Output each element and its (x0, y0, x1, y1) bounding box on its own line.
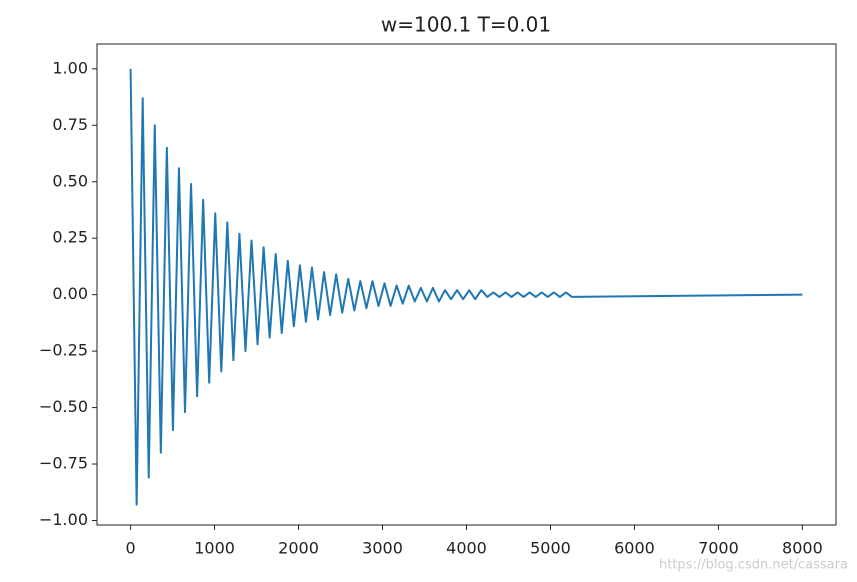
y-tick-label: 1.00 (52, 58, 88, 77)
y-tick-label: 0.50 (52, 171, 88, 190)
y-tick-label: −0.50 (39, 397, 88, 416)
x-tick-label: 2000 (278, 539, 319, 558)
y-tick-label: 0.25 (52, 228, 88, 247)
chart-title: w=100.1 T=0.01 (381, 13, 551, 37)
x-tick-label: 1000 (194, 539, 235, 558)
watermark: https://blog.csdn.net/cassara (659, 558, 848, 573)
x-tick-label: 3000 (362, 539, 403, 558)
x-tick-label: 7000 (698, 539, 739, 558)
y-tick-label: −1.00 (39, 510, 88, 529)
y-tick-label: −0.75 (39, 454, 88, 473)
y-tick-label: 0.75 (52, 115, 88, 134)
y-tick-label: 0.00 (52, 284, 88, 303)
x-tick-label: 0 (125, 539, 135, 558)
data-line (129, 68, 803, 506)
x-tick-label: 6000 (614, 539, 655, 558)
y-tick-label: −0.25 (39, 341, 88, 360)
x-tick-label: 5000 (530, 539, 571, 558)
x-tick-label: 8000 (782, 539, 823, 558)
x-tick-label: 4000 (446, 539, 487, 558)
